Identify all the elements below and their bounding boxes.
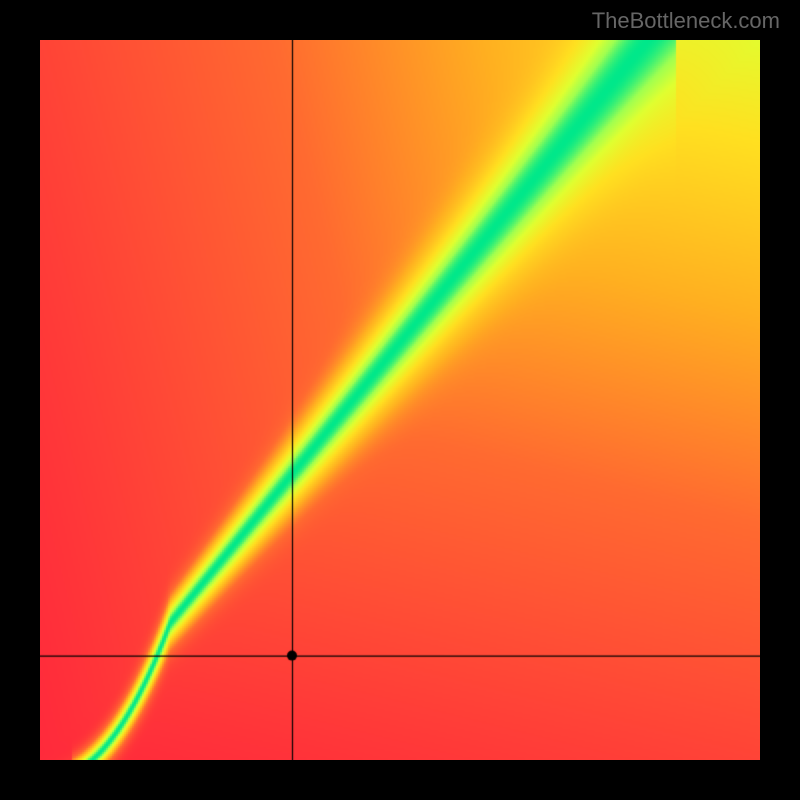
heatmap-plot: [40, 40, 760, 760]
chart-container: TheBottleneck.com: [0, 0, 800, 800]
heatmap-canvas: [40, 40, 760, 760]
watermark-text: TheBottleneck.com: [592, 8, 780, 34]
